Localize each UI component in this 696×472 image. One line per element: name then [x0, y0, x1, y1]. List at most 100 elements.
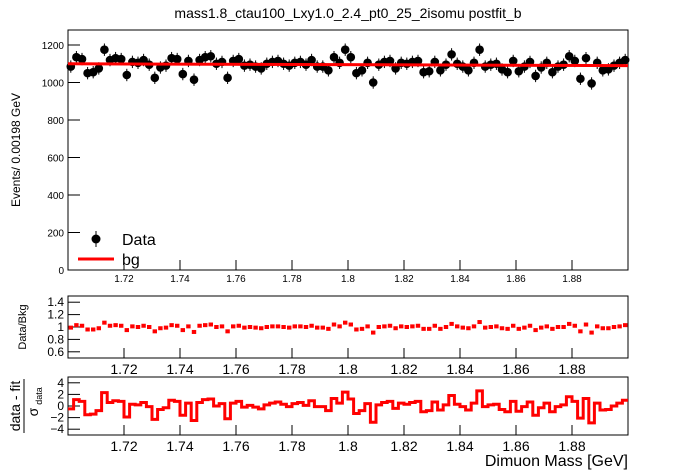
ratio-point: [578, 329, 583, 334]
ratio-point: [152, 329, 157, 334]
data-point: [307, 55, 316, 65]
ratio-point: [102, 320, 107, 325]
data-point: [581, 53, 591, 63]
ratio-x-axis: 1.72 1.74 1.76 1.78 1.8 1.82 1.84 1.86 1.88: [110, 348, 586, 377]
ratio-point: [488, 325, 493, 329]
pull-y-axis-denominator-subscript: data: [34, 387, 44, 405]
ratio-point: [135, 325, 141, 329]
data-point: [94, 64, 104, 73]
ratio-point: [589, 330, 594, 335]
ratio-point: [180, 328, 185, 333]
ratio-point: [387, 323, 393, 328]
data-point: [178, 69, 188, 79]
data-point: [587, 79, 596, 88]
data-point: [206, 51, 216, 61]
ratio-point: [499, 326, 505, 331]
ratio-point: [91, 327, 96, 332]
data-point: [116, 54, 126, 64]
x-tick-label: 1.86: [502, 361, 529, 377]
ratio-point: [561, 325, 566, 329]
y-tick-label: 1000: [42, 79, 65, 90]
main-x-axis: 1.72 1.74 1.76 1.78 1.8 1.82 1.84 1.86 1.88: [114, 260, 582, 285]
ratio-point: [113, 323, 118, 328]
ratio-point: [583, 322, 589, 327]
legend: Data bg: [78, 231, 156, 269]
main-y-axis: 0 200 400 600 800 1000 1200: [42, 41, 80, 277]
ratio-point: [471, 324, 477, 329]
ratio-point: [231, 324, 236, 329]
x-tick-label: 1.74: [166, 438, 193, 454]
ratio-point: [214, 325, 219, 329]
data-point: [531, 71, 540, 81]
ratio-point: [79, 323, 85, 328]
ratio-point: [539, 325, 544, 330]
x-tick-label: 1.72: [110, 361, 137, 377]
pull-y-axis-denominator: σ: [25, 407, 41, 416]
x-tick-label: 1.78: [278, 361, 305, 377]
ratio-point: [617, 324, 622, 329]
y-tick-label: 200: [47, 229, 64, 240]
x-tick-label: 1.72: [110, 438, 137, 454]
data-point: [436, 66, 445, 75]
ratio-point: [533, 328, 538, 333]
pull-y-axis-label: data - fit σ data: [7, 379, 44, 433]
ratio-point: [225, 329, 230, 334]
ratio-point: [399, 324, 404, 329]
data-point: [620, 55, 630, 65]
bg-fit-line: [67, 62, 629, 68]
data-point: [329, 52, 339, 62]
data-point: [340, 45, 350, 54]
ratio-point: [303, 325, 309, 329]
y-tick-label: 4: [57, 376, 64, 390]
data-point: [122, 70, 132, 80]
ratio-point: [348, 322, 353, 327]
ratio-point: [119, 323, 124, 328]
ratio-point: [483, 325, 488, 330]
ratio-point: [404, 325, 409, 329]
ratio-point: [68, 325, 73, 330]
x-tick-label: 1.88: [562, 274, 582, 285]
ratio-point: [219, 324, 225, 329]
x-tick-label: 1.82: [394, 274, 414, 285]
x-tick-label: 1.82: [390, 361, 417, 377]
ratio-series: [68, 320, 628, 335]
ratio-point: [544, 324, 549, 329]
ratio-point: [242, 325, 247, 330]
y-tick-label: 1200: [42, 41, 65, 52]
y-tick-label: 0.6: [47, 345, 64, 359]
data-point: [172, 54, 182, 64]
ratio-point: [298, 324, 303, 329]
ratio-point: [449, 321, 454, 326]
ratio-point: [527, 323, 533, 328]
data-point: [385, 56, 395, 66]
y-tick-label: 1.2: [47, 308, 64, 322]
ratio-y-axis-label: Data/Bkg: [17, 304, 29, 349]
ratio-point: [572, 323, 577, 328]
ratio-point: [275, 324, 281, 329]
ratio-point: [191, 329, 197, 334]
ratio-point: [611, 325, 617, 329]
x-tick-label: 1.86: [502, 438, 529, 454]
ratio-point: [494, 324, 499, 329]
ratio-point: [343, 320, 348, 325]
ratio-point: [264, 325, 269, 329]
ratio-point: [354, 327, 359, 332]
data-point: [324, 66, 333, 75]
legend-bg-label: bg: [122, 252, 140, 269]
ratio-point: [320, 325, 325, 330]
y-tick-label: 0: [57, 399, 64, 413]
data-point: [447, 50, 456, 59]
x-axis-label: Dimuon Mass [GeV]: [485, 453, 628, 470]
ratio-point: [438, 326, 443, 331]
chart-title: mass1.8_ctau100_Lxy1.0_2.4_pt0_25_2isomu…: [174, 5, 521, 21]
ratio-point: [600, 326, 605, 331]
pull-x-axis: 1.72 1.74 1.76 1.78 1.8 1.82 1.84 1.86 1.88: [110, 425, 586, 454]
y-tick-label: 1.4: [47, 295, 64, 309]
pull-step-line: [68, 389, 628, 425]
y-tick-label: 400: [47, 191, 64, 202]
main-y-axis-label: Events/ 0.00198 GeV: [9, 93, 23, 207]
x-tick-label: 1.78: [282, 274, 302, 285]
ratio-point: [96, 326, 101, 331]
ratio-point: [107, 323, 113, 328]
ratio-point: [163, 325, 169, 330]
